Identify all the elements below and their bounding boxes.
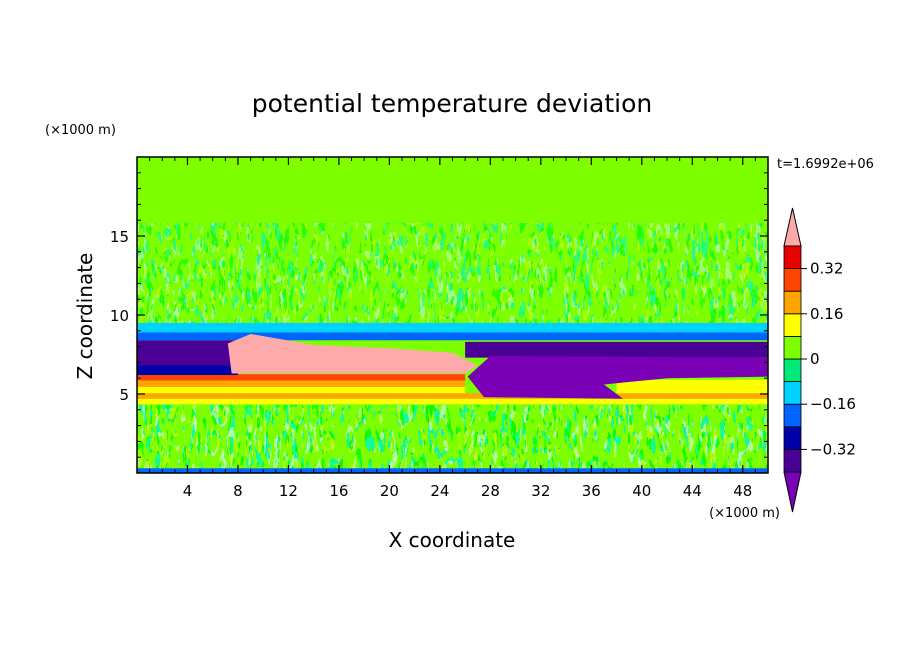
field-upper-band xyxy=(137,184,768,224)
field-upper-texture xyxy=(137,223,768,323)
x-tick-label: 48 xyxy=(733,482,752,500)
x-tick-label: 20 xyxy=(380,482,399,500)
band-yellow xyxy=(137,386,466,394)
y-tick-label: 10 xyxy=(110,307,129,325)
colorbar-box xyxy=(783,335,802,360)
layer-cyan xyxy=(137,322,768,333)
y-axis-label: Z coordinate xyxy=(73,253,97,380)
band-red xyxy=(137,374,466,381)
colorbar-tick-label: 0.32 xyxy=(810,260,843,278)
colorbar-tick-label: 0.16 xyxy=(810,305,843,323)
colorbar-box xyxy=(783,426,802,450)
colorbar-box xyxy=(783,381,802,405)
x-axis-label: X coordinate xyxy=(389,528,516,552)
band-orange-low xyxy=(137,393,768,399)
x-tick-label: 32 xyxy=(531,482,550,500)
colorbar-min-arrow xyxy=(783,471,802,513)
x-tick-label: 24 xyxy=(430,482,449,500)
band-orange xyxy=(137,380,466,387)
chart-title: potential temperature deviation xyxy=(252,89,652,118)
y-tick-label: 5 xyxy=(119,386,129,404)
x-tick-label: 44 xyxy=(683,482,702,500)
colorbar-box xyxy=(783,290,802,315)
x-tick-label: 28 xyxy=(481,482,500,500)
colorbar-box xyxy=(783,448,802,473)
colorbar-box xyxy=(783,358,802,383)
colorbar: 0.32 0.16 0 −0.16 −0.32 xyxy=(783,207,856,513)
cold-core xyxy=(467,356,768,399)
colorbar-box xyxy=(783,245,802,270)
band-yellow-low xyxy=(137,398,768,405)
field-lower-texture xyxy=(137,405,768,469)
x-tick-label: 12 xyxy=(279,482,298,500)
colorbar-tick-label: −0.16 xyxy=(810,395,856,413)
colorbar-tick-label: −0.32 xyxy=(810,440,856,458)
colorbar-tick-label: 0 xyxy=(810,350,820,368)
x-axis-unit: (×1000 m) xyxy=(709,506,780,521)
layer-navy-right xyxy=(465,341,768,358)
layer-blue xyxy=(137,332,768,341)
y-axis-unit: (×1000 m) xyxy=(45,123,116,138)
band-yellow-right xyxy=(616,379,768,394)
x-tick-label: 36 xyxy=(582,482,601,500)
time-label: t=1.6992e+06 xyxy=(777,157,874,172)
x-tick-label: 16 xyxy=(329,482,348,500)
colorbar-box xyxy=(783,313,802,337)
warm-core xyxy=(227,333,478,374)
colorbar-box xyxy=(783,403,802,428)
x-tick-label: 8 xyxy=(233,482,243,500)
colorbar-box xyxy=(783,268,802,292)
x-tick-label: 4 xyxy=(183,482,193,500)
contour-field xyxy=(137,157,768,473)
y-tick-label: 15 xyxy=(110,228,129,246)
colorbar-max-arrow xyxy=(783,207,802,247)
x-tick-label: 40 xyxy=(632,482,651,500)
layer-blue-left xyxy=(137,365,238,376)
